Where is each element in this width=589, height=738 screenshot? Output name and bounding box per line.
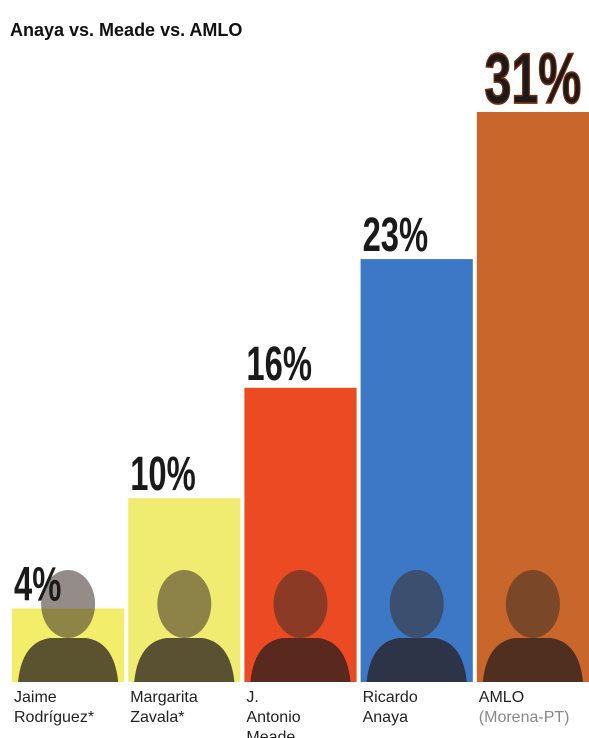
chart-title: Anaya vs. Meade vs. AMLO bbox=[10, 20, 242, 40]
x-tick-line: Margarita bbox=[130, 689, 198, 706]
x-tick-label: Margarita Zavala* bbox=[130, 689, 198, 726]
x-tick-label: Jaime Rodríguez* bbox=[14, 689, 94, 726]
x-tick-line: Meade bbox=[246, 729, 295, 738]
x-tick-line: Zavala* bbox=[130, 709, 184, 726]
value-label: 4% bbox=[14, 557, 61, 611]
x-tick-line: Ricardo bbox=[363, 689, 418, 706]
chart: Anaya vs. Meade vs. AMLO 4% Jaime Rodrígue… bbox=[0, 0, 589, 738]
photo-head bbox=[390, 570, 444, 638]
x-tick-label: J. Antonio Meade bbox=[246, 689, 300, 738]
x-tick-line: J. bbox=[246, 689, 258, 706]
value-label: 10% bbox=[130, 447, 196, 501]
x-tick-line: Anaya bbox=[363, 709, 408, 726]
photo-head bbox=[157, 570, 211, 638]
x-tick-line: Antonio bbox=[246, 709, 300, 726]
photo-head bbox=[274, 570, 328, 638]
value-label: 31% bbox=[485, 39, 582, 119]
x-tick-line: Rodríguez* bbox=[14, 709, 94, 726]
x-tick-label: Ricardo Anaya bbox=[363, 689, 418, 726]
x-tick-line: Jaime bbox=[14, 689, 57, 706]
value-label: 16% bbox=[246, 337, 312, 391]
party-label: (Morena-PT) bbox=[479, 709, 570, 726]
value-label: 23% bbox=[363, 208, 429, 262]
x-tick-label: AMLO bbox=[479, 689, 524, 706]
photo-head bbox=[506, 570, 560, 638]
